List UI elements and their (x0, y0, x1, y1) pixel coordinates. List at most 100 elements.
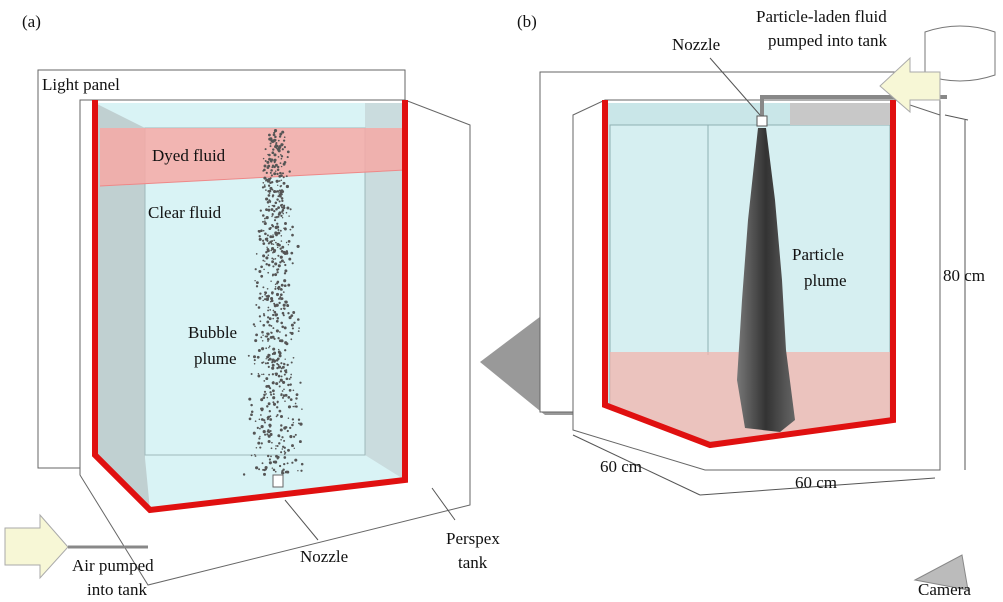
bubble (266, 335, 268, 337)
bubble (270, 250, 272, 252)
bubble (281, 246, 284, 249)
bubble (271, 332, 273, 334)
bubble (263, 373, 265, 375)
bubble (280, 299, 282, 301)
bubble (267, 254, 269, 256)
bubble (288, 417, 289, 418)
bubble (283, 205, 285, 207)
bubble (258, 297, 261, 300)
label: Particle (792, 245, 844, 264)
bubble (271, 174, 273, 176)
bubble (272, 327, 274, 329)
bubble (284, 222, 287, 225)
label: into tank (87, 580, 147, 599)
label: Particle-laden fluid (756, 7, 887, 26)
bubble (264, 233, 267, 236)
bubble (268, 206, 270, 208)
bubble (288, 240, 291, 243)
bubble (281, 235, 283, 237)
bubble (278, 140, 280, 142)
bubble (271, 447, 273, 449)
label: Air pumped (72, 556, 154, 575)
bubble (274, 313, 277, 316)
bubble (284, 264, 286, 266)
bubble (287, 151, 290, 154)
label: Nozzle (672, 35, 720, 54)
bubble (270, 456, 272, 458)
bubble (280, 394, 282, 396)
bubble (277, 445, 279, 447)
bubble (283, 304, 286, 307)
bubble (277, 287, 279, 289)
bubble (270, 433, 273, 436)
bubble (265, 238, 268, 241)
label: Bubble (188, 323, 237, 342)
bubble (284, 161, 287, 164)
bubble (291, 234, 294, 237)
bubble (272, 275, 274, 277)
bubble (253, 432, 256, 435)
bubble (274, 311, 277, 314)
bubble (267, 309, 269, 311)
bubble (266, 298, 269, 301)
bubble (272, 234, 273, 235)
bubble (265, 160, 267, 162)
bubble (281, 211, 283, 213)
bubble (257, 356, 260, 359)
bubble (263, 269, 265, 271)
bubble (301, 408, 303, 410)
bubble (297, 318, 300, 321)
bubble (298, 327, 300, 329)
panel-label: (a) (22, 12, 41, 31)
bubble (283, 463, 285, 465)
bubble (292, 311, 295, 314)
bubble (280, 215, 282, 217)
bubble (283, 363, 285, 365)
bubble (266, 405, 268, 407)
bubble (265, 263, 267, 265)
bubble (282, 148, 284, 150)
bubble (280, 424, 282, 426)
bubble (273, 469, 276, 472)
bubble (281, 375, 283, 377)
bubble (272, 265, 274, 267)
bubble (265, 385, 268, 388)
bubble (257, 375, 260, 378)
bubble (295, 397, 297, 399)
bubble (269, 190, 272, 193)
bubble (279, 247, 281, 249)
bubble (254, 339, 257, 342)
bubble (267, 272, 269, 274)
bubble (286, 304, 288, 306)
bubble (272, 205, 273, 206)
bubble (265, 148, 267, 150)
bubble (249, 418, 252, 421)
bubble (268, 227, 271, 230)
bubble (273, 153, 276, 156)
bubble (280, 451, 282, 453)
bubble (243, 473, 245, 475)
bubble (260, 275, 263, 278)
bubble (268, 347, 270, 349)
bubble (300, 470, 302, 472)
bubble (265, 208, 268, 211)
bubble (269, 410, 271, 412)
bubble (265, 347, 267, 349)
bubble (272, 318, 274, 320)
bubble (267, 340, 269, 342)
bubble (264, 165, 267, 168)
bubble (294, 448, 295, 449)
bubble (259, 418, 261, 420)
panel-a: (a) Light panel Dyed fluid Clear fluid B… (5, 12, 500, 599)
bubble (284, 284, 287, 287)
bubble (255, 466, 258, 469)
bubble (273, 303, 275, 305)
bubble (271, 367, 274, 370)
bubble (276, 320, 279, 323)
bubble (262, 186, 264, 188)
bubble (279, 180, 281, 182)
bubble (269, 461, 272, 464)
bubble (283, 440, 285, 442)
bubble (299, 423, 302, 426)
bubble (277, 247, 278, 248)
